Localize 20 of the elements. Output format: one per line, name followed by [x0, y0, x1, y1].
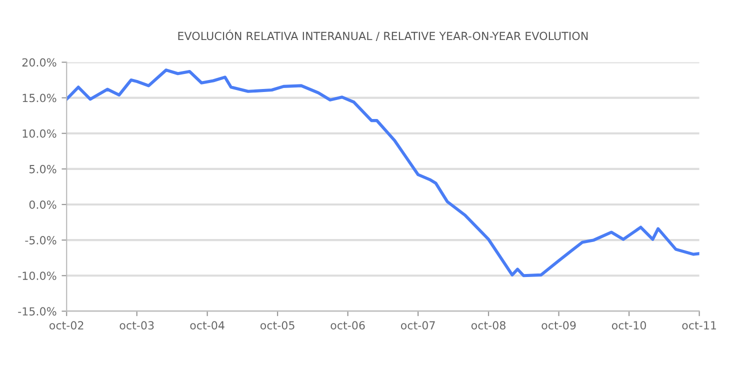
chart-title: EVOLUCIÓN RELATIVA INTERANUAL / RELATIVE YEAR-ON-YEAR EVOLUTION [178, 30, 588, 42]
x-tick-label: oct-06 [330, 321, 365, 330]
y-tick-label: -10.0% [18, 272, 56, 280]
x-tick-label: oct-10 [612, 321, 646, 330]
y-tick-label: 10.0% [22, 129, 56, 138]
y-tick-label: -15.0% [18, 307, 56, 316]
x-tick-label: oct-11 [682, 321, 716, 330]
x-tick-label: oct-03 [120, 321, 154, 330]
y-tick-label: -5.0% [25, 236, 56, 244]
x-tick-label: oct-07 [400, 321, 435, 330]
x-tick-label: oct-04 [190, 321, 224, 330]
y-tick-label: 20.0% [22, 58, 56, 67]
y-tick-label: 0.0% [29, 200, 56, 209]
x-tick-label: oct-08 [471, 321, 506, 330]
y-tick-label: 5.0% [30, 164, 56, 174]
x-tick-label: oct-09 [542, 321, 576, 330]
x-tick-label: oct-05 [260, 321, 294, 330]
line-series [66, 68, 700, 278]
x-tick-label: oct-02 [50, 321, 84, 330]
y-tick-label: 15.0% [22, 94, 56, 102]
